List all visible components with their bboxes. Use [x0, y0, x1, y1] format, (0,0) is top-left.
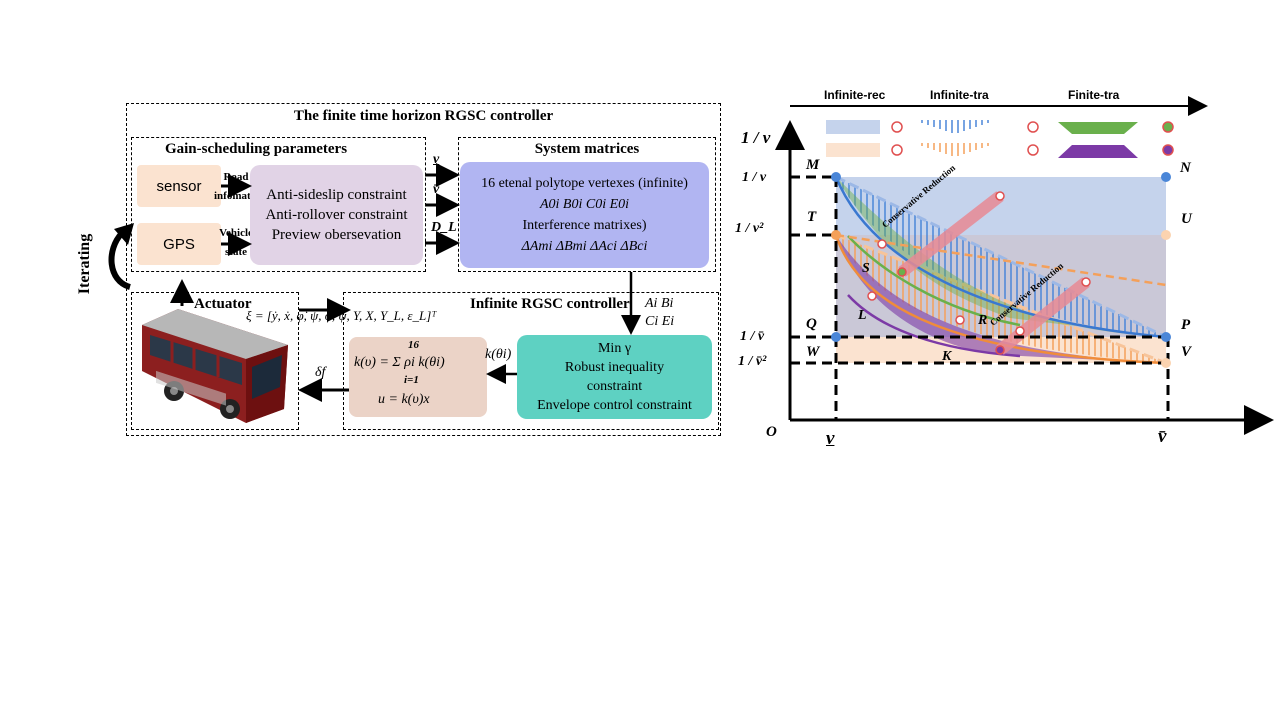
v-output-label: v [433, 152, 440, 167]
gain-formula-box [349, 337, 487, 417]
gain-scheduling-title: Gain-scheduling parameters [164, 141, 348, 157]
label-N: N [1180, 160, 1191, 176]
sum-bottom-index: i=1 [404, 374, 419, 386]
label-U: U [1181, 211, 1192, 227]
interference-matrices-text: Interference matrixes) [522, 218, 647, 233]
label-S: S [862, 261, 870, 276]
actuator-title: Actuator [194, 296, 252, 312]
sum-top-index: 16 [408, 339, 419, 351]
actuator-frame [131, 292, 299, 430]
iterating-arrow-icon [108, 223, 134, 290]
conservatism-plot [775, 96, 1274, 435]
rgsc-controller-frame [126, 103, 721, 436]
label-K: K [942, 349, 952, 364]
point-N [1161, 172, 1171, 182]
legend-green-shape [1058, 122, 1138, 134]
point-M [831, 172, 841, 182]
system-matrices-title: System matrices [534, 141, 640, 157]
optimization-box: Min γ Robust inequality constraint Envel… [517, 335, 712, 419]
bus-image [142, 309, 288, 423]
gps-label: GPS [163, 235, 195, 253]
origin-label: O [766, 424, 777, 440]
sensor-label: sensor [156, 177, 202, 195]
infinite-rgsc-title: Infinite RGSC controller [470, 296, 630, 312]
system-matrices-box: 16 etenal polytope vertexes (infinite) A… [460, 162, 709, 268]
envelope-constraint-text: Envelope control constraint [537, 398, 692, 413]
gain-formula-text: k(υ) = Σ ρi k(θi) [354, 355, 445, 370]
preview-observation: Preview obersevation [271, 227, 402, 243]
x-tick-v: v [826, 428, 835, 449]
label-W: W [806, 344, 820, 360]
legend-marker [891, 121, 903, 133]
anti-sideslip-constraint: Anti-sideslip constraint [266, 187, 407, 203]
legend-orange-hatch [921, 143, 989, 156]
ai-bi-label: Ai Bi [645, 296, 674, 311]
gps-box: GPS [137, 223, 221, 265]
label-T: T [807, 209, 817, 225]
nominal-matrices-text: A0i B0i C0i E0i [539, 197, 630, 212]
legend-orange-rect [826, 143, 880, 157]
point-V [1161, 358, 1171, 368]
label-Q: Q [806, 316, 817, 332]
constraints-box: Anti-sideslip constraint Anti-rollover c… [250, 165, 423, 265]
ci-ei-label: Ci Ei [645, 314, 675, 329]
k-theta-label: k(θi) [485, 347, 512, 362]
delta-f-label: δf [315, 365, 326, 380]
y-tick-1-over-v: 1 / v [742, 170, 767, 185]
orange-curve [834, 234, 1167, 365]
label-V: V [1181, 344, 1192, 360]
legend-blue-hatch [921, 120, 989, 133]
y-axis-label: 1 / v [741, 128, 771, 147]
constraint-text: constraint [586, 379, 643, 394]
delta-matrices-text: ΔAmi ΔBmi ΔAci ΔBci [521, 239, 648, 254]
legend-infinite-rec: Infinite-rec [824, 88, 886, 102]
y-tick-1-over-v2: 1 / v² [735, 221, 764, 236]
robust-inequality-text: Robust inequality [564, 360, 665, 375]
y-tick-1-over-vbar2: 1 / v̄² [738, 354, 767, 369]
point-Q [831, 332, 841, 342]
reduction-band-2 [996, 277, 1090, 355]
anti-rollover-constraint: Anti-rollover constraint [265, 207, 408, 223]
controller-arrows [170, 163, 641, 402]
point-P [1161, 332, 1171, 342]
reduction-band-1 [898, 191, 1004, 277]
dl-output-label: D_L [431, 220, 457, 235]
label-L: L [858, 308, 867, 323]
x-tick-vbar: v̄ [1158, 426, 1167, 447]
y-tick-1-over-vbar: 1 / v̄ [740, 329, 765, 344]
min-gamma-text: Min γ [597, 341, 632, 356]
polytope-vertexes-text: 16 etenal polytope vertexes (infinite) [481, 176, 688, 191]
infinite-rgsc-frame [343, 292, 719, 430]
vbar-output-label: v̄ [433, 182, 440, 197]
legend-blue-rect [826, 120, 880, 134]
sensor-box: sensor [137, 165, 221, 207]
blue-curve [834, 176, 1167, 339]
legend-purple-shape [1058, 145, 1138, 158]
point-U [1161, 230, 1171, 240]
controller-matrices-label: Ai Bi Ci Ei [645, 295, 674, 331]
label-R: R [978, 313, 988, 328]
label-M: M [806, 157, 820, 173]
controller-title: The finite time horizon RGSC controller [293, 108, 554, 124]
legend-finite-tra: Finite-tra [1068, 88, 1120, 102]
label-P: P [1181, 317, 1191, 333]
point-T [831, 230, 841, 240]
control-law-text: u = k(υ)x [378, 392, 430, 407]
legend-infinite-tra: Infinite-tra [930, 88, 989, 102]
